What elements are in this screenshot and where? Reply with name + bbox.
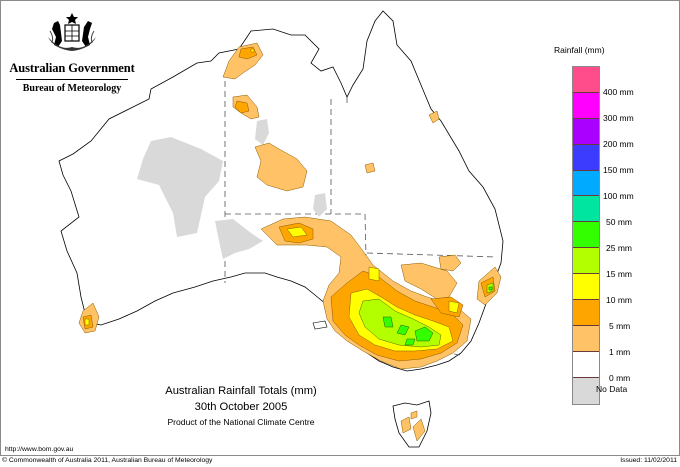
legend-swatch-150-200 bbox=[573, 144, 599, 171]
legend-label: 150 mm bbox=[603, 165, 634, 175]
legend-label: 25 mm bbox=[606, 243, 632, 253]
legend-label: 0 mm bbox=[609, 373, 631, 383]
commonwealth-coat-of-arms-icon bbox=[48, 13, 96, 51]
legend-label: 5 mm bbox=[609, 321, 631, 331]
legend-swatch-5-10 bbox=[573, 300, 599, 326]
logo-divider bbox=[16, 79, 128, 80]
legend-label: 50 mm bbox=[606, 217, 632, 227]
legend-swatch-0-1 bbox=[573, 351, 599, 378]
government-logo: Australian Government Bureau of Meteorol… bbox=[9, 11, 135, 97]
map-title: Australian Rainfall Totals (mm) bbox=[165, 385, 317, 397]
bom-url-link[interactable]: http://www.bom.gov.au bbox=[5, 446, 74, 453]
legend-no-data-label: No Data bbox=[596, 384, 628, 394]
legend-swatch-15-25 bbox=[573, 248, 599, 275]
rainfall-25-50mm bbox=[382, 286, 493, 346]
legend-swatch-300-400 bbox=[573, 92, 599, 119]
map-frame: Australian Government Bureau of Meteorol… bbox=[0, 0, 680, 456]
legend-swatch-10-15 bbox=[573, 274, 599, 301]
legend-label: 10 mm bbox=[606, 295, 632, 305]
legend-label: 400 mm bbox=[603, 87, 634, 97]
map-date: 30th October 2005 bbox=[194, 401, 288, 413]
map-caption: Australian Rainfall Totals (mm) 30th Oct… bbox=[141, 384, 341, 428]
legend-swatch-200-300 bbox=[573, 118, 599, 145]
legend-swatch-no-data bbox=[573, 377, 599, 404]
legend-color-bar bbox=[572, 66, 600, 405]
issued-date: Issued: 11/02/2011 bbox=[620, 457, 677, 464]
no-data-regions bbox=[137, 119, 327, 259]
copyright-notice: © Commonwealth of Australia 2011, Austra… bbox=[2, 457, 213, 464]
rainfall-legend: Rainfall (mm) 400 mm 300 mm 200 mm 150 m… bbox=[541, 41, 671, 421]
legend-label: 300 mm bbox=[603, 113, 634, 123]
government-name: Australian Government bbox=[9, 61, 135, 75]
legend-swatch-25-50 bbox=[573, 222, 599, 249]
map-product: Product of the National Climate Centre bbox=[167, 417, 315, 427]
legend-swatch-1-5 bbox=[573, 325, 599, 352]
rainfall-map bbox=[58, 10, 504, 448]
legend-swatch-400-plus bbox=[573, 67, 599, 93]
tasmania bbox=[392, 400, 432, 448]
legend-swatch-100-150 bbox=[573, 170, 599, 197]
legend-title: Rainfall (mm) bbox=[554, 45, 605, 55]
legend-label: 100 mm bbox=[603, 191, 634, 201]
agency-name: Bureau of Meteorology bbox=[22, 83, 122, 94]
legend-swatch-50-100 bbox=[573, 196, 599, 223]
legend-label: 200 mm bbox=[603, 139, 634, 149]
legend-label: 15 mm bbox=[606, 269, 632, 279]
legend-label: 1 mm bbox=[609, 347, 631, 357]
